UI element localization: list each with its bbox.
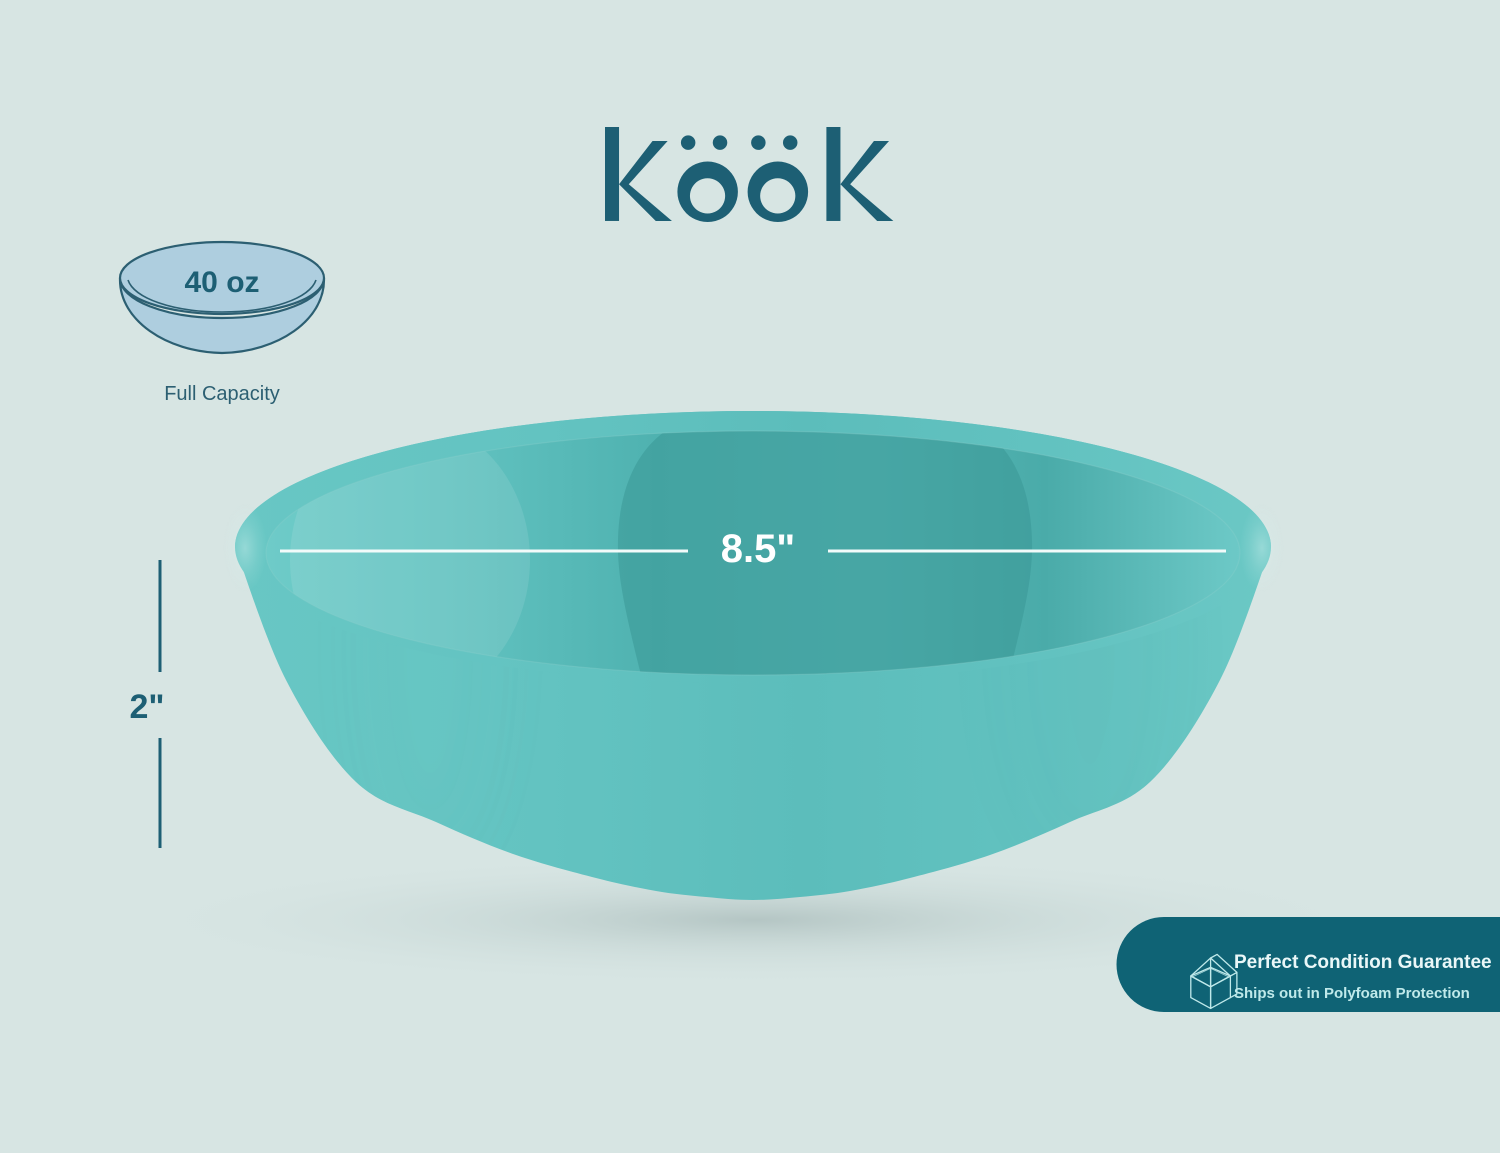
svg-text:Perfect Condition Guarantee: Perfect Condition Guarantee (1234, 952, 1492, 973)
svg-text:Ships out in Polyfoam Protecti: Ships out in Polyfoam Protection (1234, 985, 1470, 1002)
